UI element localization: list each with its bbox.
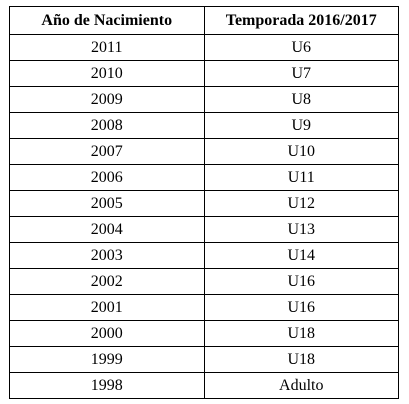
table-row: 1999 U18 [9, 346, 399, 373]
table-row: 2005 U12 [9, 190, 399, 217]
category-cell: U10 [203, 138, 399, 165]
birth-year-cell: 2004 [9, 216, 205, 243]
table-row: 2000 U18 [9, 320, 399, 347]
birth-year-cell: 2011 [9, 34, 205, 61]
birth-year-cell: 2000 [9, 320, 205, 347]
birth-year-cell: 2003 [9, 242, 205, 269]
birth-year-table-container: Año de Nacimiento Temporada 2016/2017 20… [9, 6, 399, 399]
category-cell: U9 [203, 112, 399, 139]
table-row: 2006 U11 [9, 164, 399, 191]
table-row: 2004 U13 [9, 216, 399, 243]
birth-year-cell: 1999 [9, 346, 205, 373]
header-birth-year: Año de Nacimiento [9, 6, 205, 35]
category-cell: U18 [203, 320, 399, 347]
category-cell: U16 [203, 294, 399, 321]
category-cell: U7 [203, 60, 399, 87]
table-row: 2011 U6 [9, 34, 399, 61]
table-row: 2007 U10 [9, 138, 399, 165]
birth-year-cell: 2001 [9, 294, 205, 321]
birth-year-cell: 2005 [9, 190, 205, 217]
category-cell: U12 [203, 190, 399, 217]
birth-year-cell: 2008 [9, 112, 205, 139]
birth-year-cell: 2007 [9, 138, 205, 165]
table-row: 2010 U7 [9, 60, 399, 87]
category-cell: U13 [203, 216, 399, 243]
table-row: 1998 Adulto [9, 372, 399, 399]
category-cell: U11 [203, 164, 399, 191]
table-header-row: Año de Nacimiento Temporada 2016/2017 [9, 6, 399, 35]
category-cell: U6 [203, 34, 399, 61]
table-row: 2009 U8 [9, 86, 399, 113]
table-row: 2008 U9 [9, 112, 399, 139]
birth-year-cell: 2002 [9, 268, 205, 295]
header-season: Temporada 2016/2017 [203, 6, 399, 35]
birth-year-cell: 2006 [9, 164, 205, 191]
table-row: 2002 U16 [9, 268, 399, 295]
table-row: 2003 U14 [9, 242, 399, 269]
category-cell: Adulto [203, 372, 399, 399]
birth-year-cell: 2010 [9, 60, 205, 87]
birth-year-category-table: Año de Nacimiento Temporada 2016/2017 20… [9, 6, 399, 399]
table-row: 2001 U16 [9, 294, 399, 321]
category-cell: U8 [203, 86, 399, 113]
birth-year-cell: 2009 [9, 86, 205, 113]
category-cell: U18 [203, 346, 399, 373]
birth-year-cell: 1998 [9, 372, 205, 399]
category-cell: U14 [203, 242, 399, 269]
category-cell: U16 [203, 268, 399, 295]
